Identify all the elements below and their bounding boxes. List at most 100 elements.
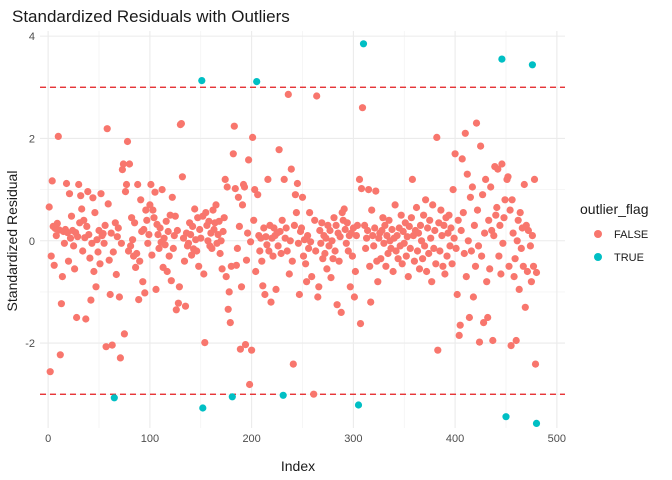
data-point bbox=[364, 226, 372, 235]
data-point bbox=[425, 249, 433, 258]
data-point bbox=[321, 249, 329, 258]
legend-title: outlier_flag bbox=[580, 201, 649, 217]
data-point bbox=[377, 255, 385, 263]
data-point bbox=[123, 137, 132, 146]
data-point bbox=[200, 270, 208, 278]
x-tick-label: 100 bbox=[141, 433, 159, 445]
data-point bbox=[515, 285, 523, 293]
data-point bbox=[74, 233, 82, 241]
data-point bbox=[280, 175, 288, 183]
data-point bbox=[475, 338, 484, 346]
data-point bbox=[449, 186, 457, 194]
data-point bbox=[500, 214, 508, 222]
data-point bbox=[422, 196, 430, 204]
data-point bbox=[489, 336, 497, 345]
data-point bbox=[50, 261, 58, 269]
data-point bbox=[250, 216, 258, 224]
data-point bbox=[354, 401, 363, 409]
data-point bbox=[330, 214, 338, 222]
data-point bbox=[158, 186, 166, 194]
data-point bbox=[279, 391, 287, 399]
data-point bbox=[236, 345, 244, 353]
data-point bbox=[54, 132, 62, 140]
data-point bbox=[355, 175, 364, 183]
data-point bbox=[424, 224, 432, 232]
data-point bbox=[252, 267, 260, 276]
data-point bbox=[520, 180, 528, 189]
y-tick-label: 4 bbox=[29, 31, 35, 43]
data-point bbox=[304, 232, 312, 240]
data-point bbox=[47, 252, 55, 260]
data-point bbox=[310, 390, 318, 398]
data-point bbox=[152, 285, 160, 293]
data-point bbox=[119, 160, 127, 168]
data-point bbox=[163, 267, 171, 276]
data-point bbox=[513, 237, 521, 245]
data-point bbox=[453, 290, 461, 299]
data-point bbox=[420, 211, 428, 219]
data-point bbox=[388, 225, 396, 234]
data-point bbox=[278, 216, 286, 224]
data-point bbox=[353, 221, 361, 229]
data-point bbox=[398, 260, 406, 268]
data-point bbox=[495, 252, 503, 260]
data-point bbox=[232, 261, 240, 269]
data-point bbox=[381, 221, 389, 229]
data-point bbox=[234, 193, 242, 201]
data-point bbox=[498, 160, 506, 168]
data-point bbox=[505, 262, 513, 270]
data-point bbox=[318, 219, 326, 227]
legend-true-swatch bbox=[594, 253, 602, 261]
data-point bbox=[315, 283, 323, 291]
data-point bbox=[245, 156, 253, 164]
data-point bbox=[71, 265, 79, 273]
data-point bbox=[133, 249, 141, 258]
data-point bbox=[501, 196, 509, 204]
data-point bbox=[141, 289, 149, 297]
data-point bbox=[480, 319, 488, 327]
data-point bbox=[224, 305, 232, 313]
data-point bbox=[326, 226, 334, 235]
data-point bbox=[306, 209, 314, 217]
data-point bbox=[125, 160, 134, 168]
data-point bbox=[134, 180, 142, 189]
data-point bbox=[379, 214, 387, 222]
data-point bbox=[391, 201, 399, 209]
data-point bbox=[104, 200, 112, 208]
data-point bbox=[83, 222, 91, 230]
data-point bbox=[446, 242, 454, 250]
data-point bbox=[341, 225, 349, 234]
data-point bbox=[316, 226, 324, 235]
data-point bbox=[127, 242, 135, 250]
data-point bbox=[363, 234, 371, 242]
data-point bbox=[438, 232, 446, 240]
data-point bbox=[494, 165, 502, 173]
data-point bbox=[299, 252, 308, 260]
data-point bbox=[305, 244, 313, 252]
data-point bbox=[487, 183, 495, 191]
data-point bbox=[263, 241, 271, 249]
data-point bbox=[343, 219, 351, 227]
data-point bbox=[258, 257, 266, 265]
data-point bbox=[287, 165, 295, 173]
data-point bbox=[461, 129, 469, 137]
data-point bbox=[272, 285, 280, 293]
data-point bbox=[509, 229, 517, 237]
data-point bbox=[77, 192, 85, 200]
data-point bbox=[201, 339, 209, 347]
data-point bbox=[492, 211, 500, 219]
data-point bbox=[172, 306, 180, 314]
legend-true-label: TRUE bbox=[614, 252, 644, 264]
data-point bbox=[87, 296, 95, 304]
data-point bbox=[527, 278, 536, 286]
data-point bbox=[302, 260, 310, 268]
data-point bbox=[389, 267, 397, 276]
data-point bbox=[97, 190, 105, 198]
data-point bbox=[432, 260, 440, 268]
data-point bbox=[427, 234, 435, 242]
data-point bbox=[516, 209, 524, 217]
data-point bbox=[423, 267, 431, 276]
data-point bbox=[165, 252, 173, 260]
data-point bbox=[196, 225, 204, 234]
